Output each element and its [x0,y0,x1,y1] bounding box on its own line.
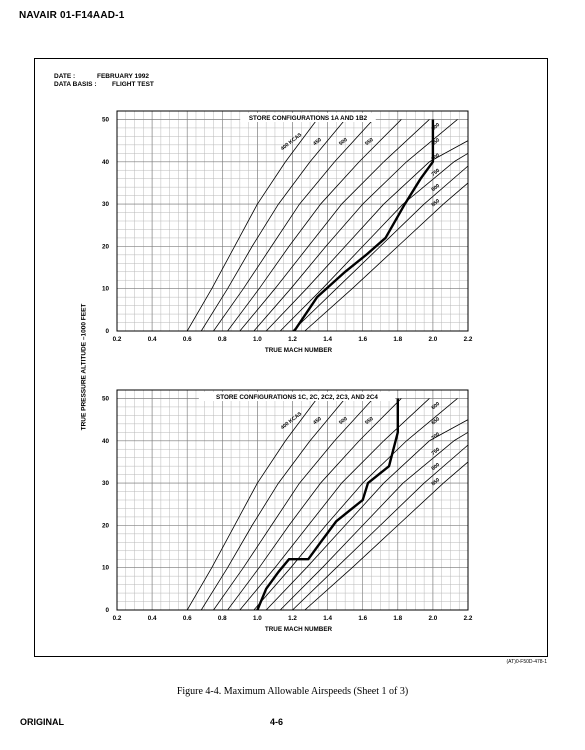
x-axis-title: TRUE MACH NUMBER [265,347,333,354]
x-axis-title: TRUE MACH NUMBER [265,626,333,633]
kcas-line-400-kcas [186,119,318,331]
curve-label: 700 [431,152,442,162]
curve-label: 850 [431,198,442,208]
series-group [186,119,468,331]
limit-line [293,119,435,331]
y-tick-label: 10 [102,565,110,572]
kcas-line-650 [253,119,458,331]
x-tick-label: 2.2 [464,615,473,622]
footer-page-number: 4-6 [270,717,284,727]
kcas-line-400-kcas [186,398,318,610]
curve-label: 750 [431,168,442,178]
x-tick-label: 1.2 [288,615,297,622]
x-tick-label: 0.8 [218,615,227,622]
x-tick-label: 0.6 [183,336,192,343]
chart-panel-1: 400 KCAS 450 500 550600650700750800850STORE… [102,110,473,354]
kcas-line-600 [239,119,430,331]
kcas-line-850 [304,182,468,331]
kcas-line-450 [200,398,346,610]
data-basis-label: DATA BASIS : [54,81,97,88]
y-tick-label: 20 [102,243,110,250]
figure-frame [34,58,548,657]
title-background [240,113,376,122]
kcas-line-500 [213,119,374,331]
footer-original: ORIGINAL [20,717,64,727]
x-tick-label: 1.8 [393,615,402,622]
document-id: NAVAIR 01-F14AAD-1 [19,10,125,21]
curve-label: 550 [364,416,375,426]
limit-line [256,398,399,610]
x-tick-label: 2.0 [429,336,438,343]
kcas-line-800 [292,444,468,610]
kcas-line-700 [265,140,468,331]
y-tick-label: 10 [102,286,110,293]
x-tick-label: 1.0 [253,336,262,343]
y-tick-label: 0 [105,328,109,335]
x-tick-label: 2.2 [464,336,473,343]
x-tick-label: 1.8 [393,336,402,343]
x-tick-label: 1.6 [358,615,367,622]
title-background [198,392,396,401]
kcas-line-850 [304,461,468,610]
y-tick-label: 40 [102,438,110,445]
kcas-line-600 [239,398,430,610]
figure-code: (AT)0-F50D-478-1 [506,659,547,665]
x-tick-label: 1.0 [253,615,262,622]
curve-label: 650 [431,137,442,147]
curve-label: 500 [338,137,349,147]
kcas-line-450 [200,119,346,331]
y-tick-label: 30 [102,480,110,487]
x-tick-label: 0.8 [218,336,227,343]
series-group [186,398,468,610]
curve-label: 650 [431,416,442,426]
curve-label: 450 [312,416,323,426]
kcas-line-550 [227,119,402,331]
figure-caption: Figure 4-4. Maximum Allowable Airspeeds … [176,686,409,697]
x-tick-label: 1.6 [358,336,367,343]
x-tick-label: 1.2 [288,336,297,343]
curve-label: 450 [312,137,323,147]
chart-panel-2: 400 KCAS 450 500 550600650700750800850STORE… [102,389,473,633]
date-value: FEBRUARY 1992 [97,73,150,80]
chart-title: STORE CONFIGURATIONS 1C, 2C, 2C2, 2C3, A… [216,394,378,401]
kcas-line-500 [213,398,374,610]
x-tick-label: 0.2 [113,615,122,622]
kcas-line-750 [279,152,468,331]
kcas-line-650 [253,398,458,610]
kcas-line-800 [292,165,468,331]
x-tick-label: 1.4 [323,615,332,622]
x-tick-label: 0.2 [113,336,122,343]
x-tick-label: 0.4 [148,336,157,343]
chart-title: STORE CONFIGURATIONS 1A AND 1B2 [249,115,368,122]
kcas-line-550 [227,398,402,610]
curve-label: 800 [431,183,442,193]
curve-label: 600 [431,122,442,132]
curve-label: 850 [431,477,442,487]
curve-label: 700 [431,431,442,441]
curve-label: 550 [364,137,375,147]
y-tick-label: 50 [102,395,110,402]
x-tick-label: 1.4 [323,336,332,343]
curve-label: 800 [431,462,442,472]
curve-label: 750 [431,447,442,457]
y-tick-label: 0 [105,607,109,614]
y-tick-label: 20 [102,522,110,529]
curve-label: 500 [338,416,349,426]
y-tick-label: 50 [102,116,110,123]
x-tick-label: 0.6 [183,615,192,622]
kcas-line-750 [279,431,468,610]
curve-label: 600 [431,401,442,411]
x-tick-label: 2.0 [429,615,438,622]
x-tick-label: 0.4 [148,615,157,622]
kcas-line-700 [265,419,468,610]
date-label: DATE : [54,73,76,80]
y-tick-label: 40 [102,159,110,166]
y-tick-label: 30 [102,201,110,208]
data-basis-value: FLIGHT TEST [112,81,154,88]
